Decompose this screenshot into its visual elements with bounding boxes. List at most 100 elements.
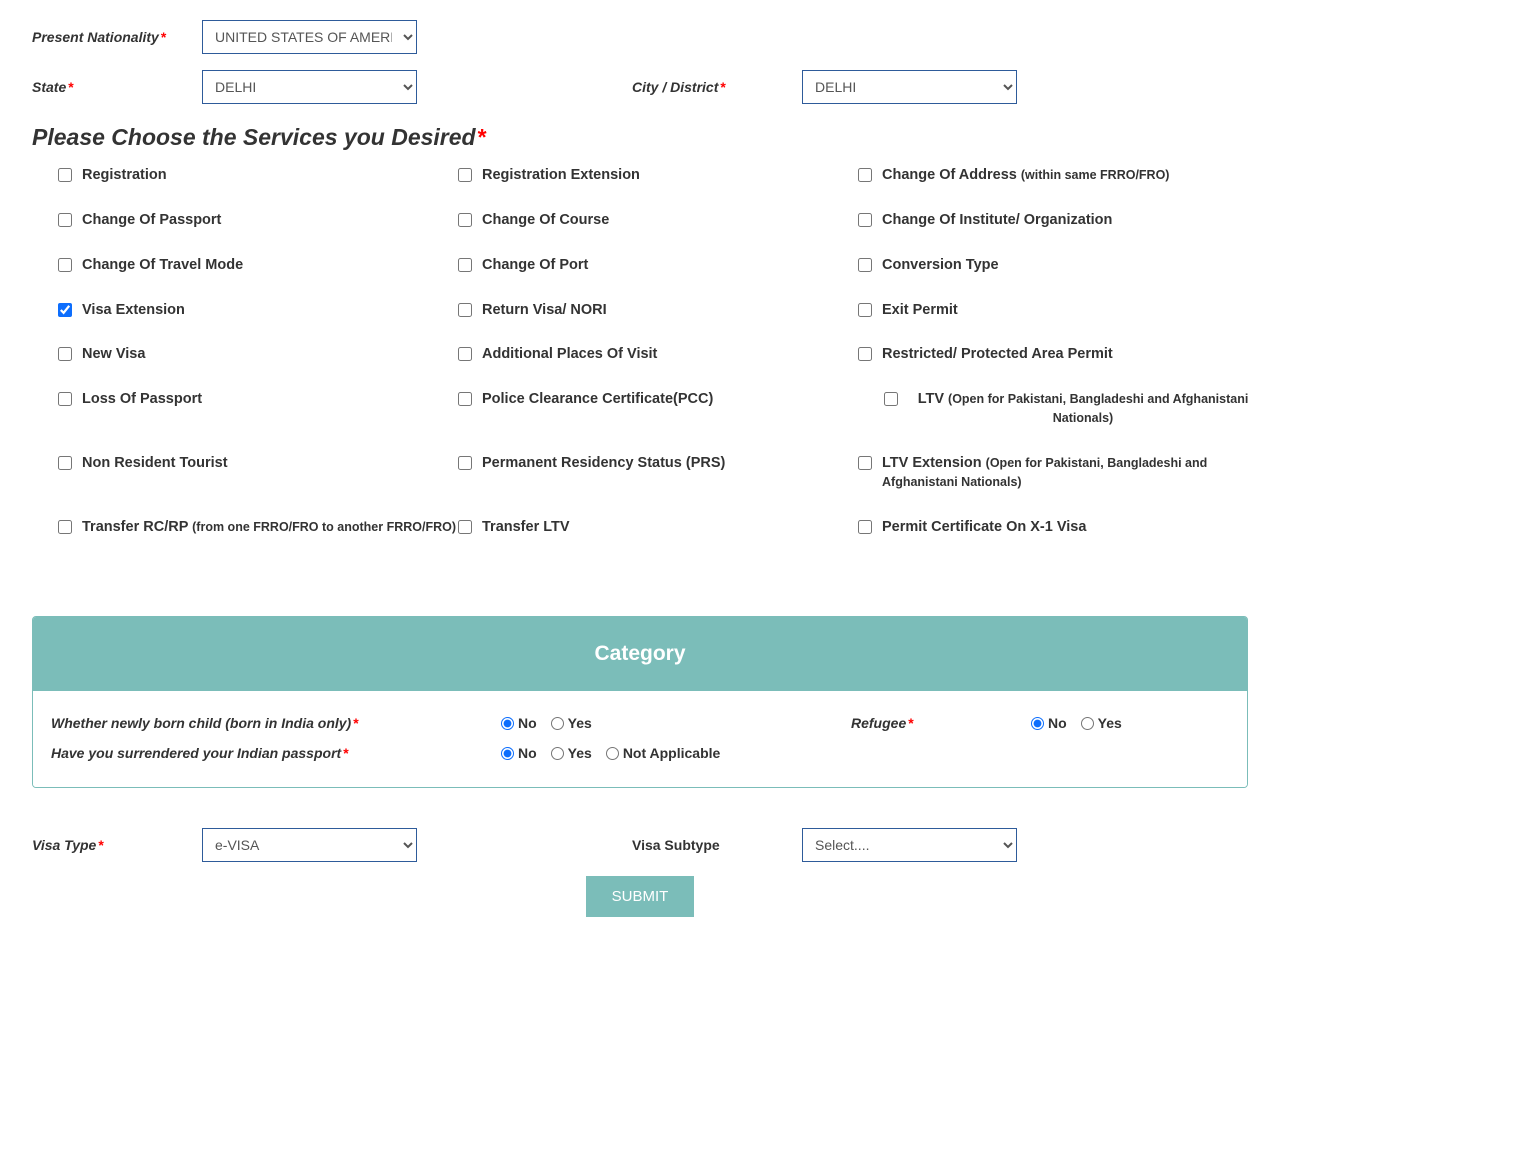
visa-type-label-text: Visa Type (32, 837, 96, 853)
checkbox-change-course[interactable] (458, 213, 472, 227)
surrendered-na-radio[interactable] (606, 747, 619, 760)
service-change-passport: Change Of Passport (58, 211, 458, 230)
refugee-label-text: Refugee (851, 715, 906, 731)
refugee-label: Refugee* (851, 715, 1031, 731)
refugee-no-radio[interactable] (1031, 717, 1044, 730)
submit-button[interactable]: SUBMIT (586, 876, 695, 917)
checkbox-pcc[interactable] (458, 392, 472, 406)
checkbox-non-resident-tourist[interactable] (58, 456, 72, 470)
label-ltv-extension: LTV Extension (Open for Pakistani, Bangl… (882, 454, 1258, 492)
visa-subtype-group: Visa Subtype Select.... (632, 828, 1017, 862)
surrendered-no-option[interactable]: No (501, 745, 537, 761)
state-label-text: State (32, 79, 66, 95)
label-registration: Registration (82, 166, 167, 185)
label-new-visa: New Visa (82, 345, 145, 364)
note-change-address: (within same FRRO/FRO) (1021, 168, 1170, 182)
surrendered-radio-group: No Yes Not Applicable (501, 745, 1001, 761)
newborn-radio-group: No Yes (501, 715, 851, 731)
label-ltv-extension-main: LTV Extension (882, 455, 982, 471)
required-star: * (68, 79, 73, 95)
service-exit-permit: Exit Permit (858, 301, 1258, 320)
checkbox-change-address[interactable] (858, 168, 872, 182)
service-change-port: Change Of Port (458, 256, 858, 275)
service-non-resident-tourist: Non Resident Tourist (58, 454, 458, 492)
service-new-visa: New Visa (58, 345, 458, 364)
surrendered-yes-option[interactable]: Yes (551, 745, 592, 761)
newborn-yes-radio[interactable] (551, 717, 564, 730)
label-additional-places: Additional Places Of Visit (482, 345, 657, 364)
service-prs: Permanent Residency Status (PRS) (458, 454, 858, 492)
surrendered-label-text: Have you surrendered your Indian passpor… (51, 745, 341, 761)
service-conversion-type: Conversion Type (858, 256, 1258, 275)
required-star: * (720, 79, 725, 95)
service-permit-x1: Permit Certificate On X-1 Visa (858, 518, 1258, 537)
services-section-title: Please Choose the Services you Desired* (32, 124, 1248, 151)
refugee-yes-radio[interactable] (1081, 717, 1094, 730)
surrendered-no-radio[interactable] (501, 747, 514, 760)
surrendered-yes-text: Yes (568, 745, 592, 761)
label-transfer-rc-rp: Transfer RC/RP (from one FRRO/FRO to ano… (82, 518, 456, 537)
surrendered-yes-radio[interactable] (551, 747, 564, 760)
checkbox-change-port[interactable] (458, 258, 472, 272)
newborn-no-radio[interactable] (501, 717, 514, 730)
surrendered-no-text: No (518, 745, 537, 761)
checkbox-exit-permit[interactable] (858, 303, 872, 317)
checkbox-ltv[interactable] (884, 392, 898, 406)
nationality-label: Present Nationality* (32, 29, 202, 45)
checkbox-prs[interactable] (458, 456, 472, 470)
checkbox-change-institute[interactable] (858, 213, 872, 227)
label-change-passport: Change Of Passport (82, 211, 221, 230)
nationality-select[interactable]: UNITED STATES OF AMERICA (202, 20, 417, 54)
checkbox-change-travel-mode[interactable] (58, 258, 72, 272)
service-change-travel-mode: Change Of Travel Mode (58, 256, 458, 275)
row-state-city: State* DELHI City / District* DELHI (32, 70, 1248, 104)
label-registration-extension: Registration Extension (482, 166, 640, 185)
checkbox-transfer-ltv[interactable] (458, 520, 472, 534)
checkbox-loss-passport[interactable] (58, 392, 72, 406)
state-select[interactable]: DELHI (202, 70, 417, 104)
service-restricted-area-permit: Restricted/ Protected Area Permit (858, 345, 1258, 364)
checkbox-permit-x1[interactable] (858, 520, 872, 534)
category-header: Category (33, 617, 1247, 691)
note-transfer-rc-rp: (from one FRRO/FRO to another FRRO/FRO) (192, 520, 456, 534)
checkbox-registration-extension[interactable] (458, 168, 472, 182)
label-permit-x1: Permit Certificate On X-1 Visa (882, 518, 1086, 537)
checkbox-visa-extension[interactable] (58, 303, 72, 317)
checkbox-ltv-extension[interactable] (858, 456, 872, 470)
service-registration-extension: Registration Extension (458, 166, 858, 185)
service-ltv: LTV (Open for Pakistani, Bangladeshi and… (858, 390, 1258, 428)
checkbox-conversion-type[interactable] (858, 258, 872, 272)
label-conversion-type: Conversion Type (882, 256, 999, 275)
submit-row: SUBMIT (32, 876, 1248, 917)
checkbox-registration[interactable] (58, 168, 72, 182)
city-select[interactable]: DELHI (802, 70, 1017, 104)
label-ltv: LTV (Open for Pakistani, Bangladeshi and… (908, 390, 1258, 428)
refugee-no-option[interactable]: No (1031, 715, 1067, 731)
surrendered-na-option[interactable]: Not Applicable (606, 745, 721, 761)
label-change-course: Change Of Course (482, 211, 609, 230)
category-panel: Category Whether newly born child (born … (32, 616, 1248, 788)
label-prs: Permanent Residency Status (PRS) (482, 454, 725, 473)
state-group: State* DELHI (32, 70, 632, 104)
newborn-no-option[interactable]: No (501, 715, 537, 731)
visa-type-select[interactable]: e-VISA (202, 828, 417, 862)
checkbox-change-passport[interactable] (58, 213, 72, 227)
checkbox-restricted-area-permit[interactable] (858, 347, 872, 361)
required-star: * (161, 29, 166, 45)
service-change-address: Change Of Address (within same FRRO/FRO) (858, 166, 1258, 185)
newborn-yes-option[interactable]: Yes (551, 715, 592, 731)
row-nationality: Present Nationality* UNITED STATES OF AM… (32, 20, 1248, 54)
label-change-port: Change Of Port (482, 256, 588, 275)
visa-type-label: Visa Type* (32, 837, 202, 853)
checkbox-additional-places[interactable] (458, 347, 472, 361)
label-non-resident-tourist: Non Resident Tourist (82, 454, 228, 473)
checkbox-new-visa[interactable] (58, 347, 72, 361)
visa-subtype-select[interactable]: Select.... (802, 828, 1017, 862)
surrendered-na-text: Not Applicable (623, 745, 721, 761)
city-group: City / District* DELHI (632, 70, 1017, 104)
refugee-yes-option[interactable]: Yes (1081, 715, 1122, 731)
required-star: * (353, 715, 358, 731)
services-grid: Registration Registration Extension Chan… (32, 166, 1248, 536)
checkbox-transfer-rc-rp[interactable] (58, 520, 72, 534)
checkbox-return-visa-nori[interactable] (458, 303, 472, 317)
